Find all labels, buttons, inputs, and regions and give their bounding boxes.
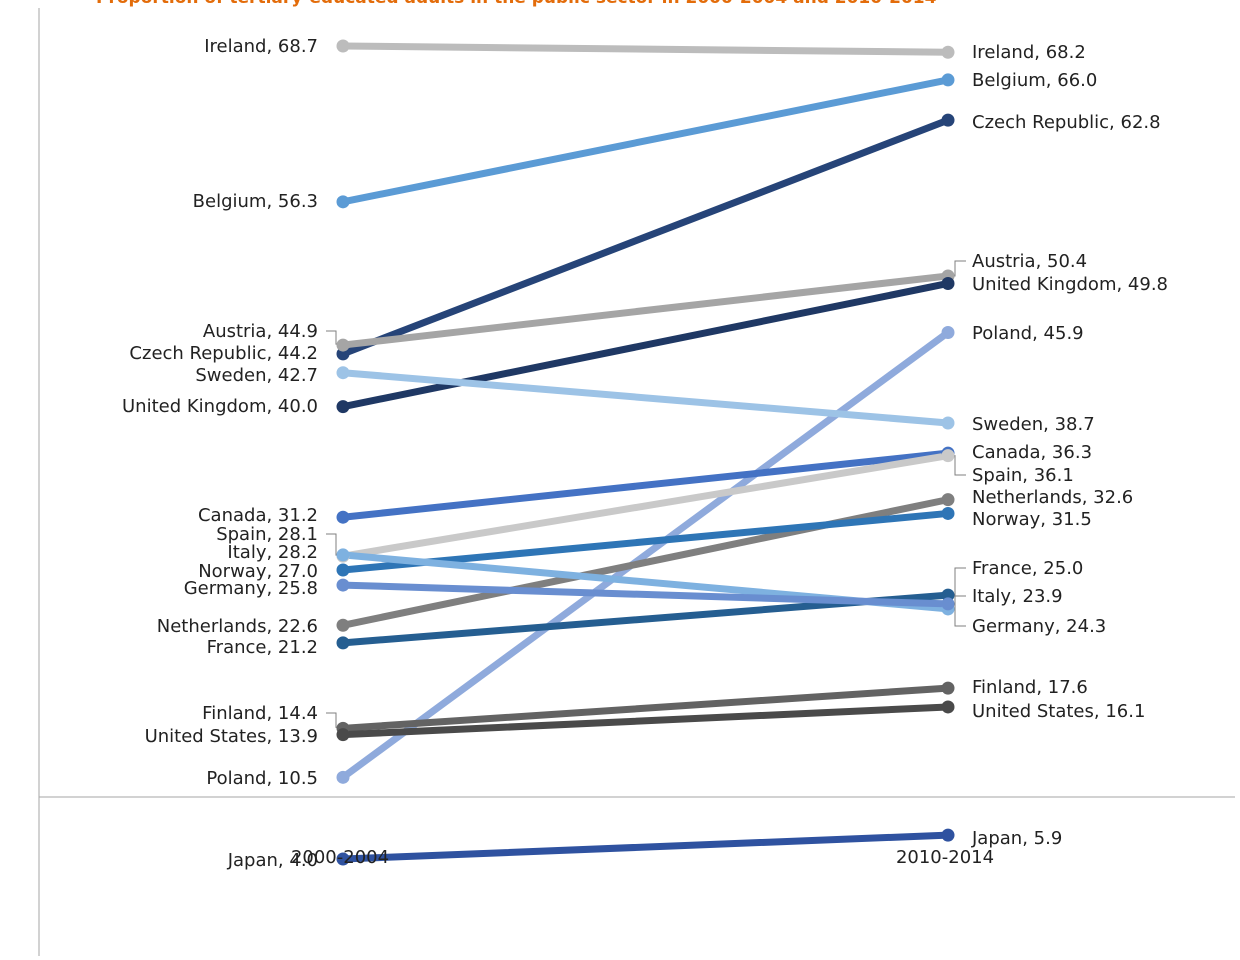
data-labels: Ireland, 68.7 Ireland, 68.2 Belgium, 56.3 B… xyxy=(122,36,1168,871)
label-end-norway: Norway, 31.5 xyxy=(972,509,1092,530)
point-end-belgium xyxy=(941,73,955,87)
label-start-spain: Spain, 28.1 xyxy=(216,524,318,545)
series-line-poland xyxy=(339,328,952,781)
series-line-spain xyxy=(339,452,952,560)
label-end-italy: Italy, 23.9 xyxy=(972,586,1063,607)
point-end-spain xyxy=(941,449,955,463)
point-end-sweden xyxy=(941,416,955,430)
point-end-finland xyxy=(941,681,955,695)
series-line-austria xyxy=(339,272,952,349)
label-end-czech-republic: Czech Republic, 62.8 xyxy=(972,112,1161,133)
point-start-norway xyxy=(336,563,350,577)
series-line-germany xyxy=(339,581,952,608)
point-start-germany xyxy=(336,578,350,592)
point-end-united-kingdom xyxy=(941,276,955,290)
point-start-italy xyxy=(336,548,350,562)
label-start-france: France, 21.2 xyxy=(207,637,318,658)
label-end-poland: Poland, 45.9 xyxy=(972,323,1084,344)
label-end-canada: Canada, 36.3 xyxy=(972,442,1092,463)
series-points xyxy=(336,39,955,866)
label-start-poland: Poland, 10.5 xyxy=(206,768,318,789)
series-line-ireland xyxy=(339,42,952,56)
label-end-united-states: United States, 16.1 xyxy=(972,701,1145,722)
series-line-united-kingdom xyxy=(339,279,952,411)
series-line-united-states xyxy=(339,703,952,739)
point-start-poland xyxy=(336,770,350,784)
point-start-netherlands xyxy=(336,618,350,632)
point-end-norway xyxy=(941,506,955,520)
label-end-france: France, 25.0 xyxy=(972,558,1083,579)
series-lines xyxy=(339,42,952,863)
point-end-ireland xyxy=(941,45,955,59)
label-end-united-kingdom: United Kingdom, 49.8 xyxy=(972,274,1168,295)
point-end-poland xyxy=(941,325,955,339)
label-start-ireland: Ireland, 68.7 xyxy=(204,36,318,57)
point-end-united-states xyxy=(941,700,955,714)
point-end-germany xyxy=(941,597,955,611)
label-end-austria: Austria, 50.4 xyxy=(972,251,1087,272)
label-start-germany: Germany, 25.8 xyxy=(184,578,318,599)
point-start-belgium xyxy=(336,195,350,209)
point-start-japan xyxy=(336,852,350,866)
label-end-ireland: Ireland, 68.2 xyxy=(972,42,1086,63)
series-line-finland xyxy=(339,684,952,732)
label-end-finland: Finland, 17.6 xyxy=(972,677,1088,698)
point-start-ireland xyxy=(336,39,350,53)
point-start-united-states xyxy=(336,728,350,742)
point-end-netherlands xyxy=(941,493,955,507)
point-start-france xyxy=(336,636,350,650)
label-end-netherlands: Netherlands, 32.6 xyxy=(972,487,1133,508)
leader-lines xyxy=(326,260,966,728)
label-start-austria: Austria, 44.9 xyxy=(203,321,318,342)
point-start-austria xyxy=(336,338,350,352)
label-start-sweden: Sweden, 42.7 xyxy=(195,365,318,386)
label-start-italy: Italy, 28.2 xyxy=(227,542,318,563)
x-tick-label-right: 2010-2014 xyxy=(896,847,994,868)
series-line-sweden xyxy=(339,369,952,427)
series-line-japan xyxy=(339,831,952,863)
series-line-czech-republic xyxy=(339,116,952,358)
series-line-canada xyxy=(339,449,952,521)
label-start-united-states: United States, 13.9 xyxy=(145,726,318,747)
label-start-belgium: Belgium, 56.3 xyxy=(193,191,318,212)
label-end-belgium: Belgium, 66.0 xyxy=(972,70,1097,91)
chart-title: Proportion of tertiary-educated adults i… xyxy=(96,0,936,8)
point-end-czech-republic xyxy=(941,113,955,127)
label-start-japan: Japan, 4.0 xyxy=(227,850,318,871)
point-start-united-kingdom xyxy=(336,400,350,414)
point-start-canada xyxy=(336,510,350,524)
series-line-belgium xyxy=(339,76,952,206)
point-start-sweden xyxy=(336,366,350,380)
label-start-netherlands: Netherlands, 22.6 xyxy=(157,616,318,637)
label-end-sweden: Sweden, 38.7 xyxy=(972,414,1095,435)
label-end-japan: Japan, 5.9 xyxy=(971,828,1062,849)
label-start-czech-republic: Czech Republic, 44.2 xyxy=(129,343,318,364)
point-end-japan xyxy=(941,828,955,842)
label-end-germany: Germany, 24.3 xyxy=(972,616,1106,637)
label-start-united-kingdom: United Kingdom, 40.0 xyxy=(122,396,318,417)
chart-title-strip: Proportion of tertiary-educated adults i… xyxy=(0,0,1240,8)
label-end-spain: Spain, 36.1 xyxy=(972,465,1074,486)
label-start-finland: Finland, 14.4 xyxy=(202,703,318,724)
x-tick-label-left: 2000-2004 xyxy=(291,847,389,868)
label-start-norway: Norway, 27.0 xyxy=(198,561,318,582)
label-start-canada: Canada, 31.2 xyxy=(198,505,318,526)
